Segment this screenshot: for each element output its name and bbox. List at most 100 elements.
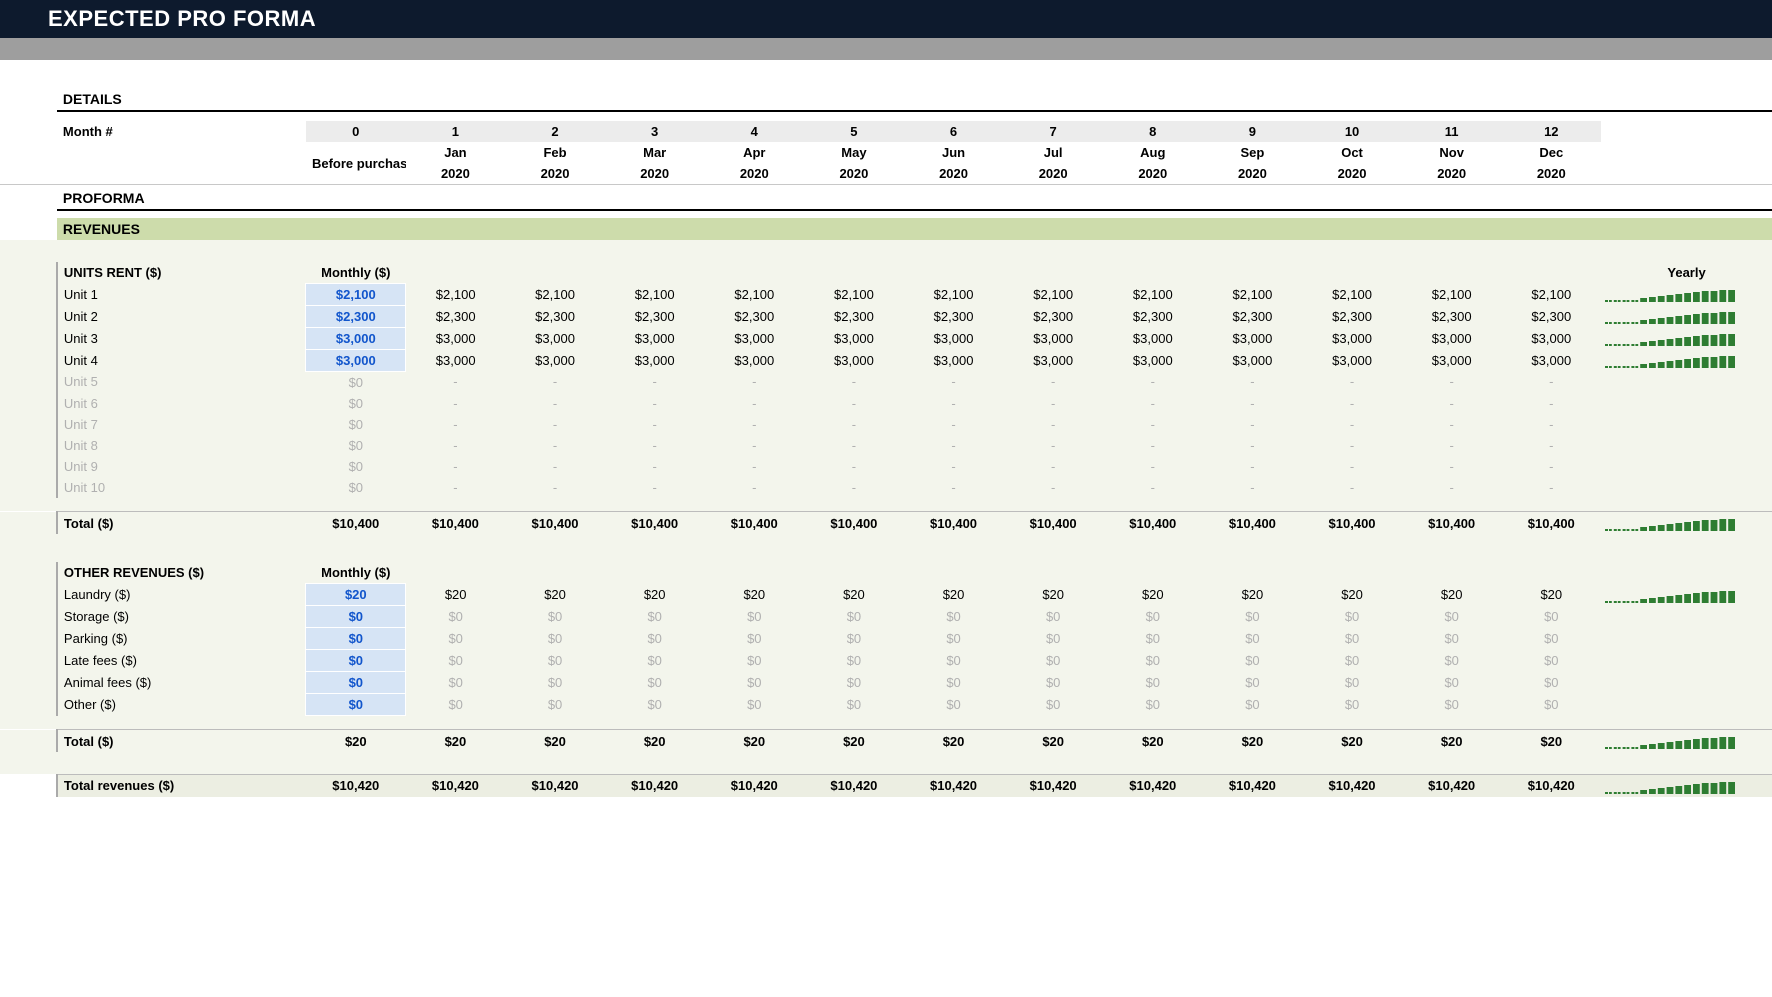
unit-cell: - [406,414,506,435]
details-heading: DETAILS [57,88,1772,111]
unit-cell: $2,100 [605,283,705,305]
other-cell: $0 [1402,694,1502,716]
other-cell: $0 [1302,628,1402,650]
other-cell: $0 [704,606,804,628]
other-total-cell: $20 [804,730,904,753]
other-cell: $0 [605,628,705,650]
other-cell: $0 [406,628,506,650]
other-cell: $0 [505,628,605,650]
unit-cell: - [904,371,1004,393]
unit-cell: - [904,435,1004,456]
other-monthly-input[interactable]: $0 [306,672,406,694]
unit-cell: $2,100 [804,283,904,305]
unit-cell: - [1103,456,1203,477]
other-monthly-input[interactable]: $20 [306,584,406,606]
other-cell: $20 [904,584,1004,606]
unit-cell: - [904,393,1004,414]
unit-cell: - [1003,477,1103,498]
other-monthly-input[interactable]: $0 [306,694,406,716]
total-revenues-cell: $10,420 [804,774,904,797]
other-total-cell: $20 [904,730,1004,753]
other-monthly-input[interactable]: $0 [306,650,406,672]
unit-sparkline [1601,371,1772,393]
unit-cell: $3,000 [804,349,904,371]
unit-cell: $3,000 [1501,349,1601,371]
spreadsheet-content: DETAILSMonth #0123456789101112Before pur… [0,60,1772,797]
month-name-7: Jul [1003,142,1103,163]
month-year-5: 2020 [804,163,904,185]
unit-label: Unit 9 [57,456,306,477]
unit-cell: $2,300 [1302,305,1402,327]
unit-monthly-input[interactable]: $2,100 [306,283,406,305]
month-label: Month # [57,121,306,142]
unit-sparkline [1601,305,1772,327]
unit-cell: - [804,414,904,435]
month-num-12: 12 [1501,121,1601,142]
unit-cell: $3,000 [1302,327,1402,349]
other-total-cell: $20 [406,730,506,753]
unit-sparkline [1601,414,1772,435]
unit-sparkline [1601,456,1772,477]
unit-cell: - [1501,456,1601,477]
unit-cell: $2,100 [704,283,804,305]
unit-cell: - [1203,477,1303,498]
monthly-heading: Monthly ($) [306,262,406,284]
unit-cell: - [1302,414,1402,435]
total-revenues-cell: $10,420 [505,774,605,797]
unit-label: Unit 7 [57,414,306,435]
unit-monthly-input: $0 [306,456,406,477]
unit-monthly-input: $0 [306,414,406,435]
other-cell: $0 [1203,694,1303,716]
unit-cell: - [505,477,605,498]
unit-sparkline [1601,477,1772,498]
unit-cell: $3,000 [1003,327,1103,349]
other-total-monthly: $20 [306,730,406,753]
other-cell: $0 [1103,672,1203,694]
unit-monthly-input: $0 [306,435,406,456]
other-cell: $0 [1402,606,1502,628]
unit-label: Unit 10 [57,477,306,498]
month-name-11: Nov [1402,142,1502,163]
unit-cell: - [406,393,506,414]
unit-label: Unit 5 [57,371,306,393]
month-num-6: 6 [904,121,1004,142]
unit-cell: - [1501,414,1601,435]
other-cell: $0 [1003,694,1103,716]
unit-cell: $2,100 [406,283,506,305]
other-cell: $0 [804,628,904,650]
unit-cell: - [1302,435,1402,456]
unit-cell: $3,000 [406,349,506,371]
unit-monthly-input[interactable]: $2,300 [306,305,406,327]
other-cell: $0 [1501,672,1601,694]
unit-cell: - [1103,477,1203,498]
total-revenues-monthly: $10,420 [306,774,406,797]
other-sparkline [1601,606,1772,628]
unit-cell: $2,300 [1003,305,1103,327]
units-total-cell: $10,400 [1203,512,1303,535]
units-total-monthly: $10,400 [306,512,406,535]
unit-cell: - [1402,435,1502,456]
other-total-cell: $20 [1501,730,1601,753]
unit-monthly-input: $0 [306,477,406,498]
other-cell: $0 [1302,694,1402,716]
other-cell: $0 [1203,650,1303,672]
unit-cell: - [1203,371,1303,393]
other-cell: $0 [505,672,605,694]
other-monthly-input[interactable]: $0 [306,628,406,650]
unit-cell: - [704,371,804,393]
other-total-cell: $20 [1203,730,1303,753]
unit-cell: $2,100 [1501,283,1601,305]
units-total-cell: $10,400 [1501,512,1601,535]
other-total-cell: $20 [1402,730,1502,753]
unit-cell: - [804,393,904,414]
other-cell: $20 [704,584,804,606]
other-total-label: Total ($) [57,730,306,753]
unit-sparkline [1601,327,1772,349]
month-name-3: Mar [605,142,705,163]
unit-cell: $2,300 [605,305,705,327]
unit-monthly-input[interactable]: $3,000 [306,349,406,371]
other-cell: $20 [1203,584,1303,606]
other-cell: $0 [1501,694,1601,716]
other-monthly-input[interactable]: $0 [306,606,406,628]
unit-monthly-input[interactable]: $3,000 [306,327,406,349]
